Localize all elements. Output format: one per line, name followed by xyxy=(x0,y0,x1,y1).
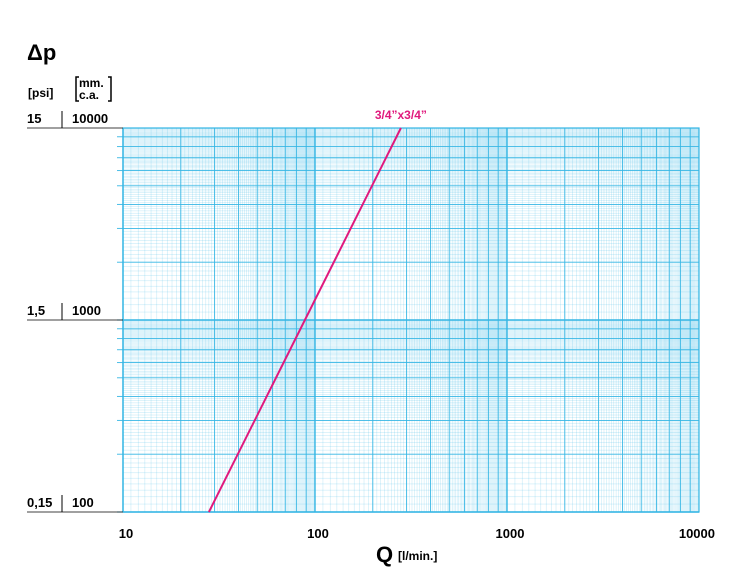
y-axis-unit-bracket-right xyxy=(108,76,112,102)
y-tick-label-mm: 10000 xyxy=(72,111,108,126)
y-tick-label-psi: 0,15 xyxy=(27,495,52,510)
chart-series: 3/4”x3/4” xyxy=(208,108,427,513)
y-tick-label-mm: 1000 xyxy=(72,303,101,318)
x-axis-symbol: Q xyxy=(376,542,393,567)
series-label-0: 3/4”x3/4” xyxy=(375,108,427,122)
y-axis-symbol: Δp xyxy=(27,40,56,65)
y-tick-label-mm: 100 xyxy=(72,495,94,510)
y-axis-unit-psi: [psi] xyxy=(28,86,53,100)
x-tick-label: 10000 xyxy=(679,526,715,541)
chart-grid xyxy=(117,127,700,513)
y-axis-ticks: 15 10000 1,5 1000 0,15 100 xyxy=(27,111,123,513)
x-tick-label: 100 xyxy=(307,526,329,541)
x-tick-label: 10 xyxy=(119,526,133,541)
y-tick-label-psi: 15 xyxy=(27,111,41,126)
x-axis-unit: [l/min.] xyxy=(398,549,437,563)
y-axis-unit-bracket-left xyxy=(75,76,79,102)
y-axis-unit-mm-line1: mm. xyxy=(79,76,104,90)
series-line-0 xyxy=(208,127,402,513)
y-tick-label-psi: 1,5 xyxy=(27,303,45,318)
y-axis-unit-mm-line2: c.a. xyxy=(79,88,99,102)
x-tick-label: 1000 xyxy=(496,526,525,541)
x-axis-ticks: 10 100 1000 10000 xyxy=(119,526,715,541)
